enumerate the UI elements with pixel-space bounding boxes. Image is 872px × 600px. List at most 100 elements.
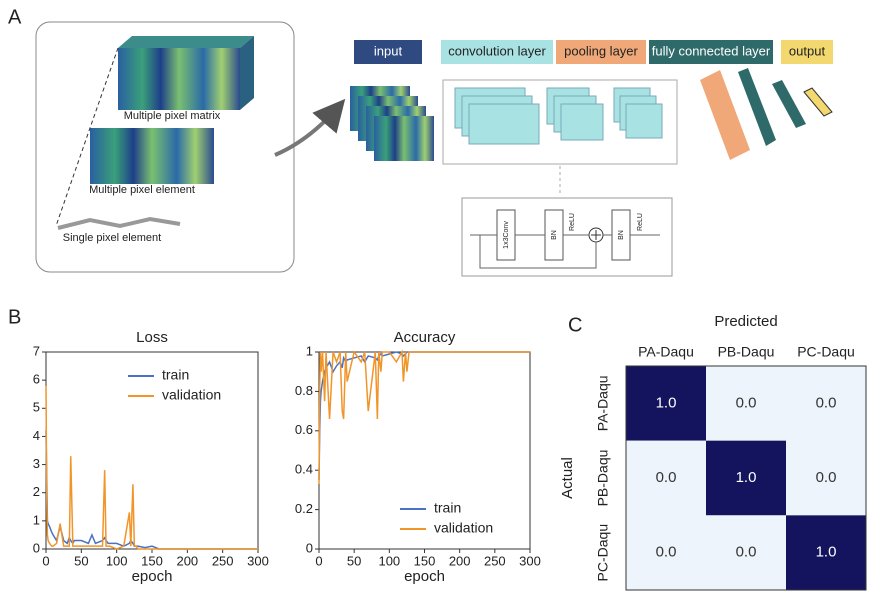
cell-label: 0.0 <box>736 394 757 411</box>
y-tick-label: 1 <box>33 512 40 527</box>
y-tick-label: 1 <box>306 343 313 358</box>
heatmap-cell <box>706 440 786 516</box>
legend-label: train <box>162 367 189 383</box>
fc-stack <box>700 68 833 160</box>
column-label: PB-Daqu <box>718 344 775 360</box>
x-tick-label: 150 <box>414 553 436 568</box>
x-tick-label: 100 <box>378 553 400 568</box>
x-axis-label: epoch <box>132 568 173 585</box>
heatmap-cell <box>786 440 866 516</box>
relu-label: ReLU <box>569 213 576 231</box>
y-tick-label: 2 <box>33 484 40 499</box>
legend-conv <box>441 40 553 64</box>
legend-input <box>354 40 422 64</box>
y-tick-label: 0.2 <box>295 501 313 516</box>
y-tick-label: 3 <box>33 456 40 471</box>
input-stack <box>350 86 434 161</box>
x-tick-label: 50 <box>74 553 88 568</box>
cell-label: 1.0 <box>816 544 837 561</box>
input-label: input <box>374 43 403 58</box>
conv-stacks <box>454 87 663 145</box>
row-label: PC-Daqu <box>595 524 611 582</box>
heatmap-cell <box>626 440 706 516</box>
y-tick-label: 0.6 <box>295 422 313 437</box>
heatmap-cell <box>626 515 706 590</box>
x-axis-label: epoch <box>404 568 445 585</box>
legend-fc <box>649 40 773 64</box>
matrix-side <box>240 36 254 110</box>
matrix-top <box>118 36 254 48</box>
dashed-guides <box>55 47 119 227</box>
bn-label: BN <box>551 230 558 240</box>
y-tick-label: 0 <box>33 540 40 555</box>
cell-label: 1.0 <box>656 394 677 411</box>
y-tick-label: 6 <box>33 372 40 387</box>
pixel-curve <box>57 216 181 230</box>
x-tick-label: 200 <box>176 553 198 568</box>
legend-label: train <box>434 500 461 516</box>
heatmap-cell <box>786 515 866 590</box>
heatmap-cell <box>786 366 866 441</box>
arrow <box>274 98 346 157</box>
cell-label: 0.0 <box>816 469 837 486</box>
cell-label: 1.0 <box>736 469 757 486</box>
cell-label: 0.0 <box>736 544 757 561</box>
x-tick-label: 300 <box>519 553 541 568</box>
conv-box <box>442 79 678 165</box>
series-line <box>318 349 530 484</box>
row-label: PA-Daqu <box>595 375 611 431</box>
heatmap-cell <box>706 366 786 441</box>
series-line <box>45 430 258 550</box>
chart-title: Predicted <box>714 313 777 330</box>
legend-label: validation <box>434 520 493 536</box>
heatmap-cell <box>706 515 786 590</box>
series-line <box>45 385 258 550</box>
y-tick-label: 5 <box>33 400 40 415</box>
column-label: PA-Daqu <box>638 344 694 360</box>
cell-label: 0.0 <box>656 469 677 486</box>
chart-title: Loss <box>136 329 168 346</box>
y-tick-label: 0.4 <box>295 462 313 477</box>
plot-frame <box>45 351 259 550</box>
element-label: Multiple pixel element <box>89 184 195 196</box>
pixel-element <box>90 128 214 184</box>
pool-label: pooling layer <box>564 43 638 58</box>
heatmap-frame <box>625 365 867 591</box>
x-tick-label: 250 <box>212 553 234 568</box>
legend-label: validation <box>162 387 221 403</box>
fc-label: fully connected layer <box>652 43 771 58</box>
chart-title: Accuracy <box>394 329 456 346</box>
x-tick-label: 100 <box>106 553 128 568</box>
pixel-matrix <box>118 48 240 110</box>
series-line <box>318 351 530 481</box>
heatmap-cell <box>626 366 706 441</box>
y-tick-label: 4 <box>33 428 40 443</box>
panel-label: C <box>568 314 582 336</box>
x-tick-label: 0 <box>315 553 322 568</box>
bn-label: BN <box>618 230 625 240</box>
single-label: Single pixel element <box>63 232 161 244</box>
panel-label: B <box>8 306 21 328</box>
row-label: PB-Daqu <box>595 450 611 507</box>
y-tick-label: 7 <box>33 343 40 358</box>
block-arrows <box>470 234 660 269</box>
residual-block <box>461 197 673 277</box>
x-tick-label: 0 <box>42 553 49 568</box>
matrix-label: Multiple pixel matrix <box>124 110 221 122</box>
y-tick-label: 0.8 <box>295 383 313 398</box>
x-tick-label: 50 <box>347 553 361 568</box>
legend-pool <box>556 40 646 64</box>
y-axis-label: Actual <box>559 457 576 499</box>
add-sign <box>591 230 601 240</box>
x-tick-label: 200 <box>449 553 471 568</box>
x-tick-label: 250 <box>484 553 506 568</box>
cell-label: 0.0 <box>816 394 837 411</box>
x-tick-label: 150 <box>141 553 163 568</box>
cell-label: 0.0 <box>656 544 677 561</box>
conv-label: convolution layer <box>448 43 546 58</box>
y-tick-label: 0 <box>306 540 313 555</box>
plot-frame <box>318 351 531 550</box>
panel-label: A <box>8 6 22 28</box>
conv-unit-label: 1x3Conv <box>503 221 510 249</box>
